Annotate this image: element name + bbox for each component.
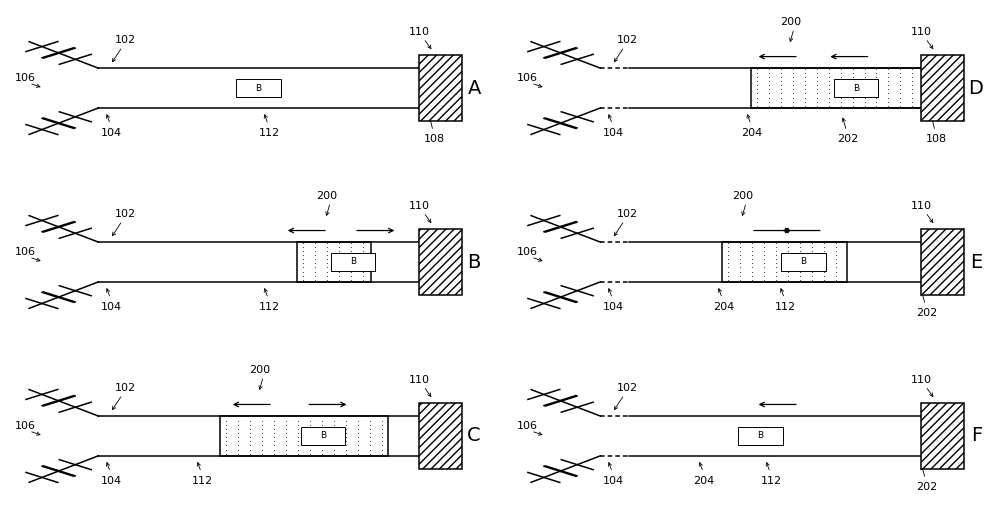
Text: 110: 110	[409, 201, 430, 211]
Text: 104: 104	[101, 476, 122, 486]
Bar	[781, 253, 826, 271]
Text: A: A	[468, 79, 481, 97]
Text: 204: 204	[741, 128, 763, 138]
Bar	[921, 229, 964, 295]
Text: 106: 106	[517, 247, 538, 257]
Text: 200: 200	[780, 17, 801, 27]
Text: 106: 106	[15, 421, 36, 431]
Text: B: B	[757, 431, 764, 441]
Text: B: B	[853, 83, 859, 93]
Bar	[331, 253, 375, 271]
Text: F: F	[972, 427, 983, 445]
Text: B: B	[256, 83, 262, 93]
Text: 110: 110	[911, 201, 932, 211]
Bar	[722, 242, 847, 282]
Text: D: D	[968, 79, 983, 97]
Text: 102: 102	[115, 209, 136, 219]
Text: B: B	[350, 257, 356, 267]
Text: 108: 108	[925, 134, 947, 145]
Text: 106: 106	[517, 421, 538, 431]
Text: 104: 104	[603, 476, 624, 486]
Bar	[921, 55, 964, 121]
Text: 102: 102	[617, 35, 638, 45]
Bar	[419, 55, 462, 121]
Text: 104: 104	[603, 128, 624, 138]
Bar	[738, 427, 783, 445]
Text: 112: 112	[259, 128, 280, 138]
Text: 112: 112	[259, 302, 280, 312]
Text: 104: 104	[603, 302, 624, 312]
Text: 102: 102	[115, 383, 136, 393]
Bar	[419, 229, 462, 295]
Text: 108: 108	[424, 134, 445, 145]
Text: 102: 102	[617, 209, 638, 219]
Text: B: B	[800, 257, 807, 267]
Bar	[220, 416, 388, 456]
Text: 112: 112	[192, 476, 213, 486]
Text: C: C	[467, 427, 481, 445]
Text: B: B	[320, 431, 326, 441]
Bar	[419, 55, 462, 121]
Text: 104: 104	[101, 302, 122, 312]
Bar	[834, 79, 878, 97]
Text: B: B	[468, 253, 481, 271]
Text: 112: 112	[775, 302, 796, 312]
Text: 112: 112	[761, 476, 782, 486]
Text: 110: 110	[409, 375, 430, 385]
Bar	[921, 403, 964, 469]
Bar	[419, 403, 462, 469]
Text: 110: 110	[911, 375, 932, 385]
Text: 200: 200	[249, 365, 270, 375]
Text: 106: 106	[517, 73, 538, 83]
Bar	[301, 427, 345, 445]
Text: 204: 204	[713, 302, 734, 312]
Bar	[297, 242, 371, 282]
Text: 200: 200	[316, 191, 337, 201]
Bar	[419, 403, 462, 469]
Bar	[921, 229, 964, 295]
Text: 204: 204	[694, 476, 715, 486]
Bar	[751, 68, 923, 108]
Text: 106: 106	[15, 73, 36, 83]
Text: 106: 106	[15, 247, 36, 257]
Text: 202: 202	[837, 134, 858, 145]
Text: E: E	[971, 253, 983, 271]
Text: 102: 102	[617, 383, 638, 393]
Text: 110: 110	[409, 27, 430, 37]
Text: 200: 200	[732, 191, 753, 201]
Text: 104: 104	[101, 128, 122, 138]
Text: 110: 110	[911, 27, 932, 37]
Text: 102: 102	[115, 35, 136, 45]
Bar	[921, 55, 964, 121]
Bar	[419, 229, 462, 295]
Bar	[921, 403, 964, 469]
Text: 202: 202	[916, 308, 937, 318]
Bar	[236, 79, 281, 97]
Text: 202: 202	[916, 482, 937, 492]
